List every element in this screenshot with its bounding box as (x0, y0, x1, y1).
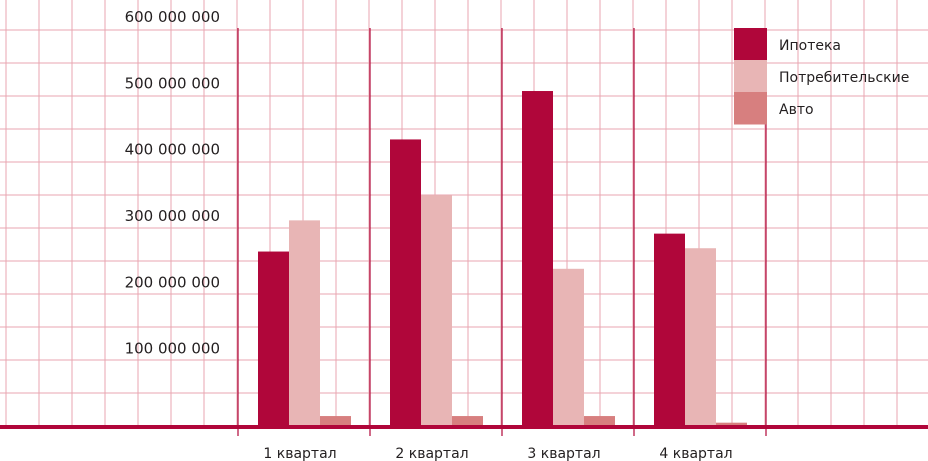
legend: Ипотека Потребительские Авто (734, 28, 909, 125)
bar (390, 139, 421, 426)
legend-label: Авто (779, 102, 814, 118)
x-category-label: 4 квартал (659, 446, 732, 461)
x-axis-baseline (0, 425, 928, 429)
bar (553, 268, 584, 426)
bars (258, 91, 747, 427)
bar (421, 195, 452, 426)
legend-label: Ипотека (779, 38, 841, 54)
y-tick-labels: 600 000 000 500 000 000 400 000 000 300 000… (125, 8, 220, 358)
y-tick-label: 300 000 000 (125, 207, 220, 225)
x-category-label: 2 квартал (395, 446, 468, 461)
bar (522, 91, 553, 427)
legend-label: Потребительские (779, 70, 909, 86)
y-tick-label: 600 000 000 (125, 8, 220, 26)
bar (584, 416, 615, 426)
x-category-label: 3 квартал (527, 446, 600, 461)
bar (289, 220, 320, 426)
x-category-label: 1 квартал (263, 446, 336, 461)
legend-swatch (734, 60, 767, 93)
x-axis (0, 425, 928, 429)
category-labels: 1 квартал 2 квартал 3 квартал 4 квартал (263, 446, 732, 461)
y-tick-label: 500 000 000 (125, 74, 220, 92)
y-tick-label: 100 000 000 (125, 340, 220, 358)
y-tick-label: 400 000 000 (125, 141, 220, 159)
y-tick-label: 200 000 000 (125, 273, 220, 291)
bar (258, 251, 289, 426)
bar (452, 416, 483, 426)
bar (320, 416, 351, 426)
bar (654, 233, 685, 426)
legend-swatch (734, 92, 767, 125)
legend-swatch (734, 28, 767, 61)
bar (716, 422, 747, 426)
bar (685, 248, 716, 426)
